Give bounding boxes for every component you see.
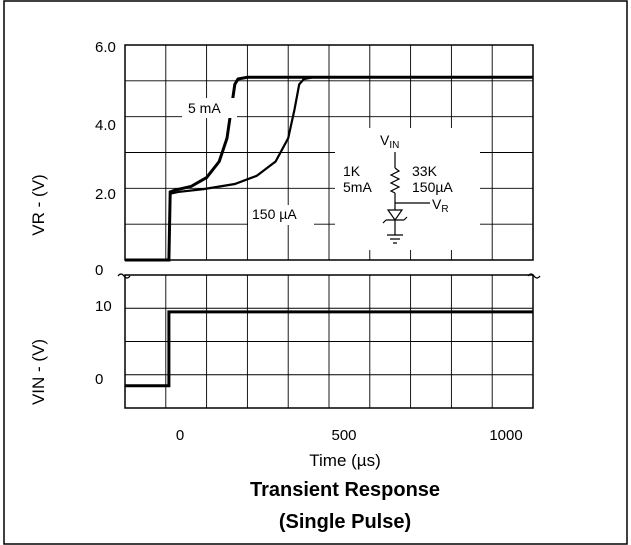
x-tick-0: 0 [176, 427, 184, 444]
chart-subtitle: (Single Pulse) [279, 511, 411, 533]
chart-title: Transient Response [250, 479, 440, 501]
circuit-vr-label: VR [432, 196, 449, 215]
series-vin-line [125, 310, 533, 388]
x-axis-label: Time (µs) [309, 451, 381, 470]
vin-plot-grid [125, 275, 533, 408]
vin-tick-10: 10 [95, 298, 112, 315]
circuit-i1: 5mA [343, 179, 372, 195]
resistor-icon [389, 167, 401, 194]
series-150ua-line [125, 76, 533, 262]
circuit-inset: VIN 1K 5mA 33K 150µA VR [335, 128, 480, 250]
annot-150ua-bg [248, 205, 314, 225]
ground-icon [387, 234, 403, 244]
y-tick-4: 4.0 [95, 117, 116, 134]
axis-break-right [527, 273, 541, 279]
y-tick-2: 2.0 [95, 186, 116, 203]
axis-break-left [117, 273, 131, 279]
x-tick-500: 500 [331, 427, 356, 444]
circuit-inset-bg [335, 128, 480, 250]
annot-5ma-bg [182, 98, 237, 118]
circuit-r2: 33K [412, 163, 438, 179]
y-tick-6: 6.0 [95, 39, 116, 56]
vin-tick-0: 0 [95, 371, 103, 388]
series-5ma-line [125, 75, 533, 262]
diode-icon [386, 209, 404, 222]
panel-border [3, 0, 628, 545]
annot-5ma: 5 mA [188, 100, 221, 116]
y-axis-label-vr: VR - (V) [29, 174, 48, 235]
circuit-i2: 150µA [412, 179, 453, 195]
x-tick-1000: 1000 [489, 427, 522, 444]
annot-150ua: 150 µA [252, 206, 297, 222]
y-tick-0: 0 [95, 262, 103, 279]
circuit-r1: 1K [343, 163, 361, 179]
circuit-vin-label: VIN [380, 132, 399, 151]
y-axis-label-vin: VIN - (V) [29, 339, 48, 405]
